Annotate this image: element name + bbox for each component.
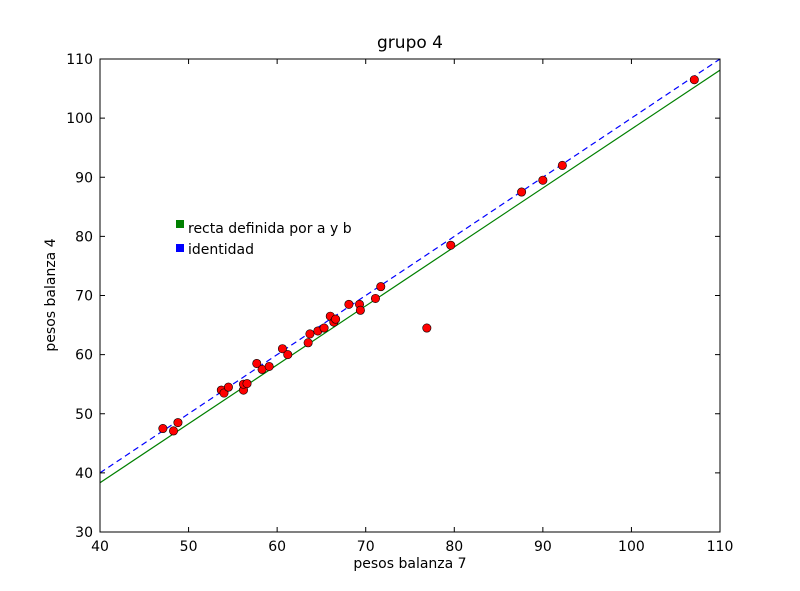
plot-frame (99, 58, 721, 533)
data-point (331, 314, 341, 324)
x-tick-label: 80 (445, 539, 463, 555)
data-point (252, 358, 262, 368)
data-point (557, 160, 567, 170)
chart-title: grupo 4 (377, 33, 443, 53)
x-tick-label: 110 (707, 539, 734, 555)
y-tick-label: 100 (66, 111, 93, 127)
data-point (277, 344, 287, 354)
legend: recta definida por a y b identidad (176, 220, 352, 258)
data-point (370, 293, 380, 303)
legend-swatch-identidad (176, 244, 184, 252)
data-point (242, 379, 252, 389)
x-tick-label: 90 (534, 539, 552, 555)
x-tick-label: 60 (268, 539, 286, 555)
lines-layer (100, 59, 720, 484)
data-point (169, 426, 179, 436)
legend-label-recta: recta definida por a y b (188, 221, 352, 237)
data-point (376, 282, 386, 292)
data-point (355, 305, 365, 315)
data-point (446, 240, 456, 250)
fit-line-0 (100, 69, 720, 484)
y-tick-label: 70 (75, 289, 93, 305)
data-point (517, 187, 527, 197)
x-tick-label: 50 (180, 539, 198, 555)
y-tick-label: 40 (75, 466, 93, 482)
data-point (689, 75, 699, 85)
data-point (223, 382, 233, 392)
data-point (283, 350, 293, 360)
data-point (344, 299, 354, 309)
data-point (538, 175, 548, 185)
data-point (422, 323, 432, 333)
y-tick-label: 50 (75, 407, 93, 423)
data-point (158, 424, 168, 434)
y-tick-label: 80 (75, 229, 93, 245)
y-axis-label: pesos balanza 4 (43, 238, 59, 351)
data-point (303, 338, 313, 348)
x-axis-label: pesos balanza 7 (353, 556, 466, 572)
x-tick-label: 40 (91, 539, 109, 555)
legend-swatch-recta (176, 220, 184, 228)
fit-line-1 (100, 59, 720, 474)
y-tick-label: 110 (66, 52, 93, 68)
y-tick-label: 60 (75, 348, 93, 364)
data-point (305, 329, 315, 339)
data-point (319, 323, 329, 333)
y-tick-label: 30 (75, 525, 93, 541)
y-tick-label: 90 (75, 170, 93, 186)
data-point (173, 418, 183, 428)
data-point (264, 361, 274, 371)
x-tick-label: 70 (357, 539, 375, 555)
legend-label-identidad: identidad (188, 242, 254, 258)
x-tick-label: 100 (618, 539, 645, 555)
points-layer (158, 75, 699, 436)
